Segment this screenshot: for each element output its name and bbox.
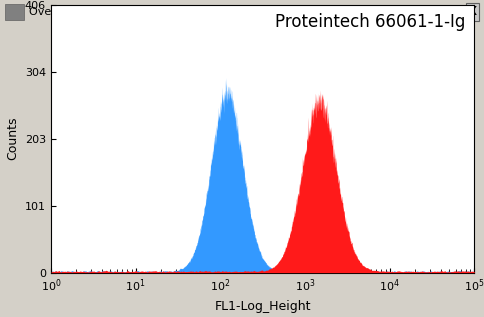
Text: Proteintech 66061-1-Ig: Proteintech 66061-1-Ig xyxy=(275,13,466,31)
Text: X: X xyxy=(468,5,477,18)
Y-axis label: Counts: Counts xyxy=(6,117,19,160)
Bar xyxy=(5,3,24,20)
Text: Overlay: FL1-Log_Height: Overlay: FL1-Log_Height xyxy=(29,6,165,17)
X-axis label: FL1-Log_Height: FL1-Log_Height xyxy=(214,300,311,313)
